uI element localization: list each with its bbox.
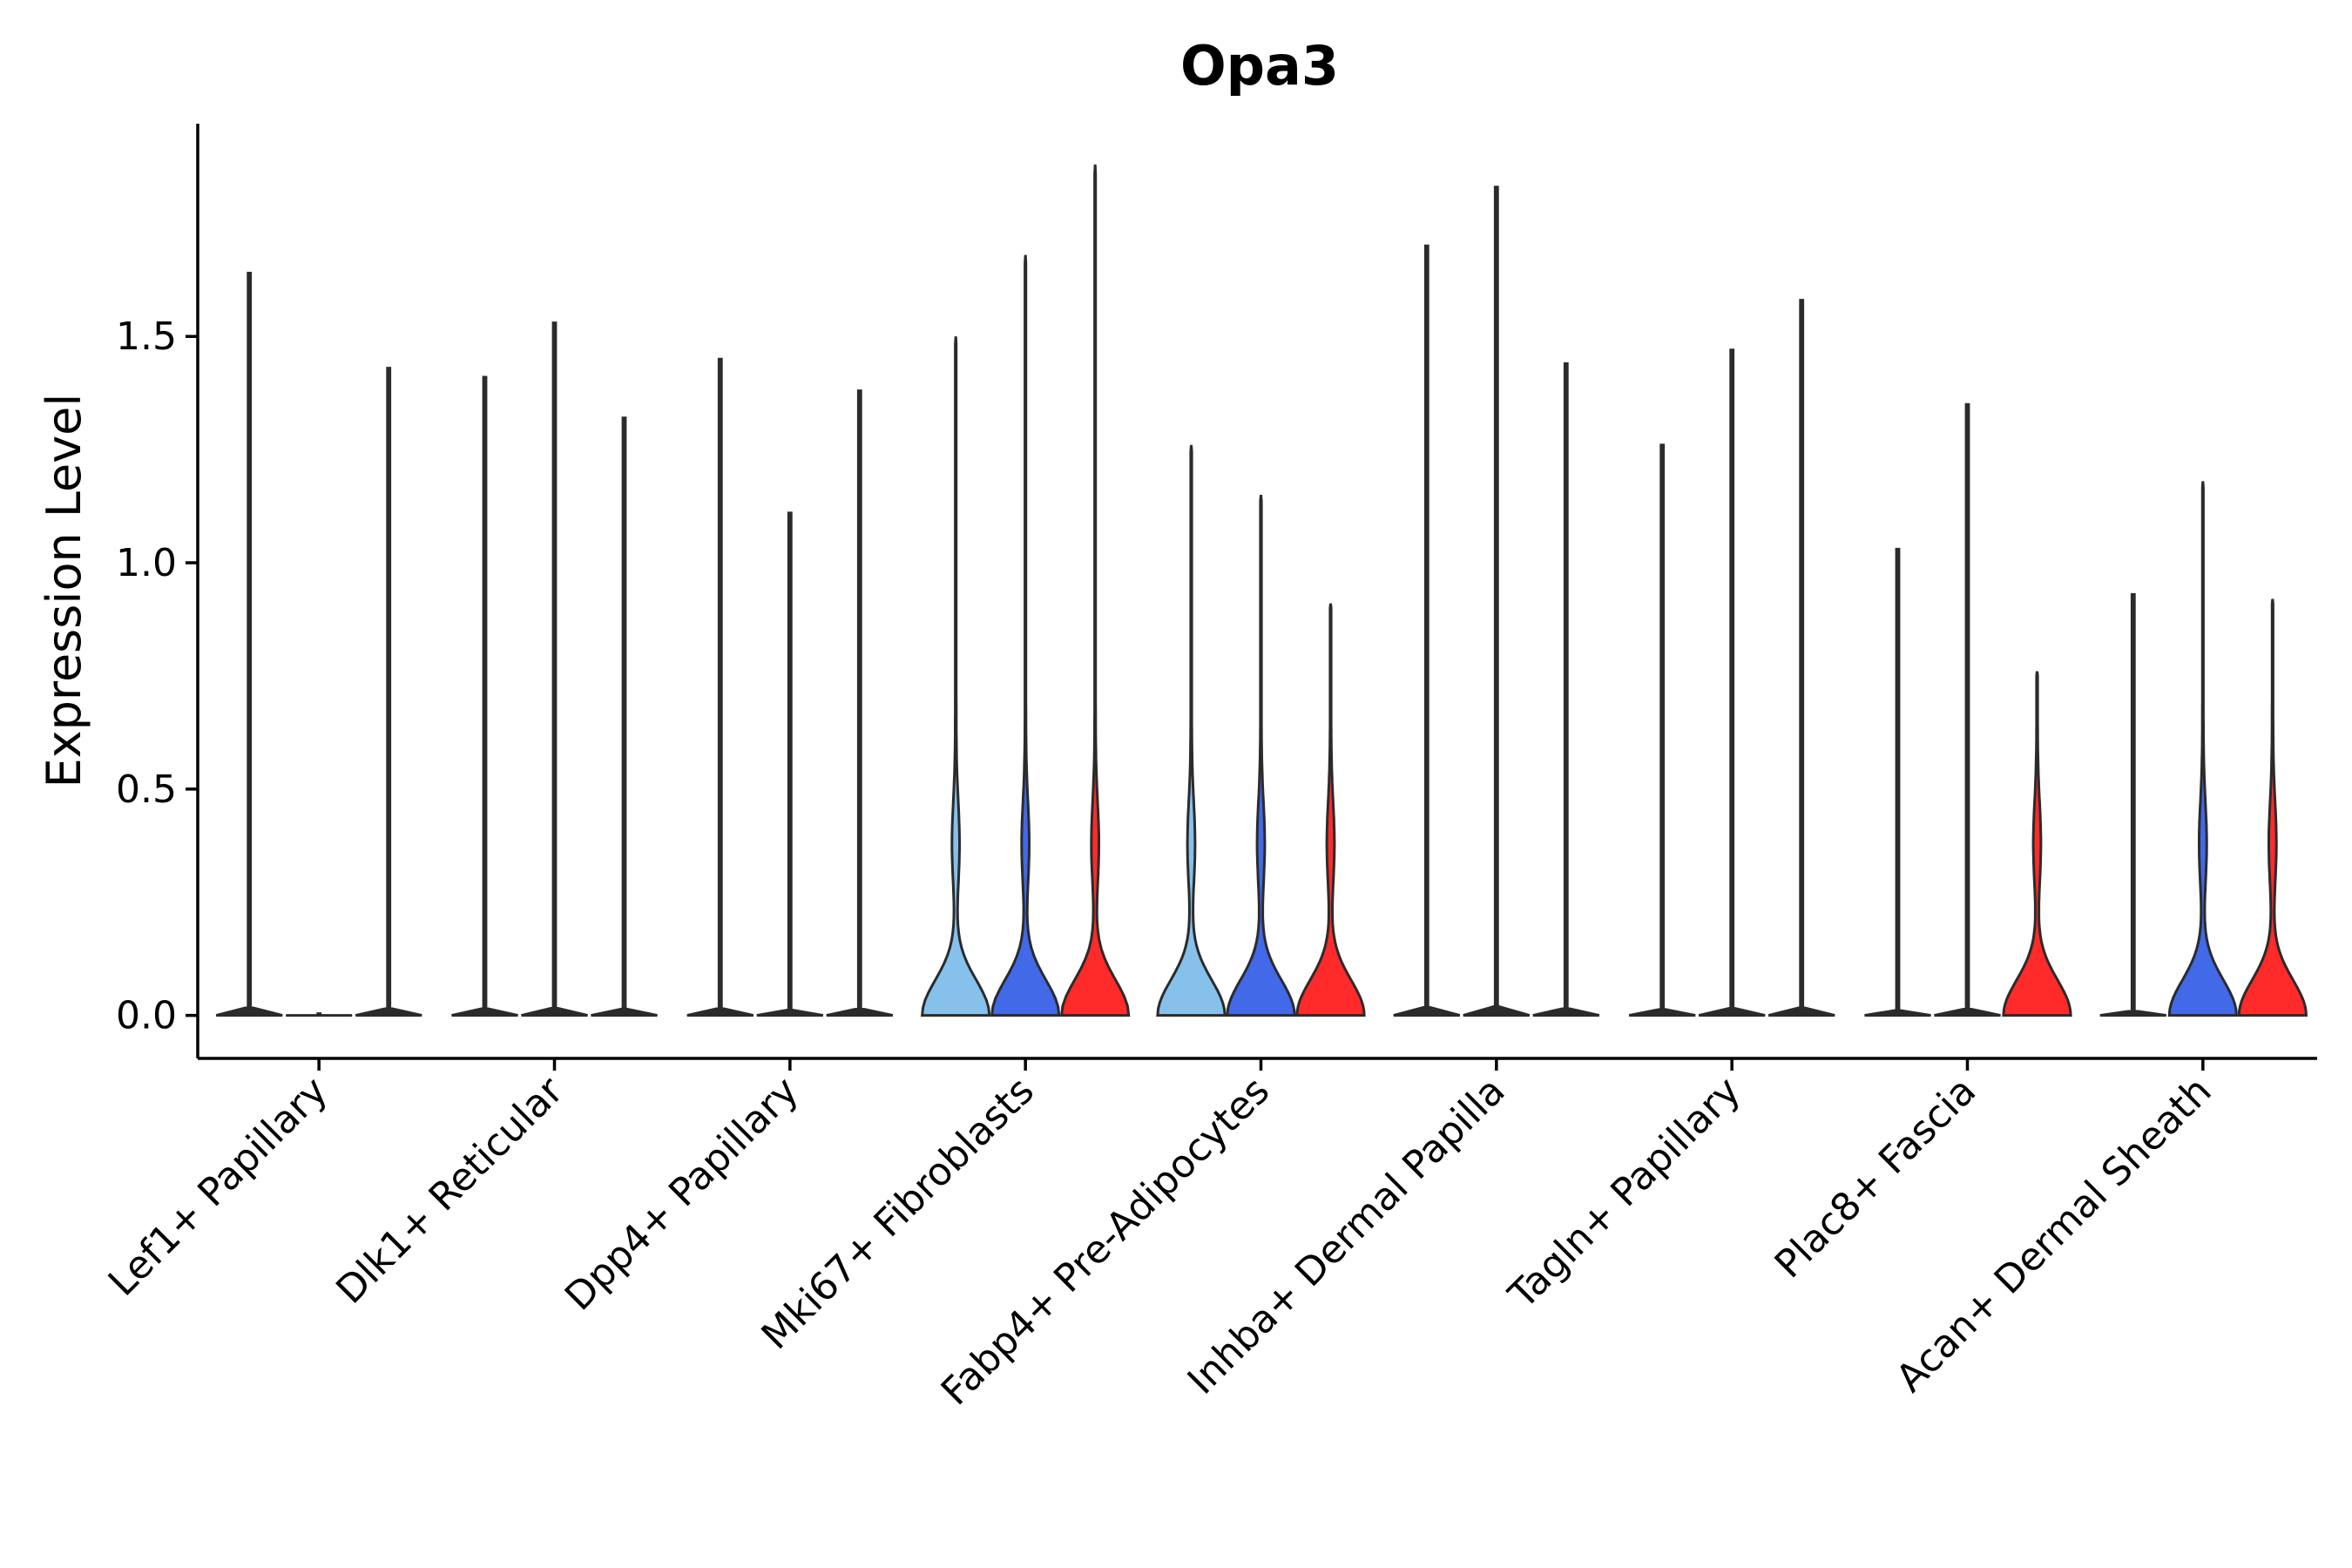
x-tick-label: Lef1+ Papillary xyxy=(100,1069,336,1305)
violin-2-group-1 xyxy=(451,375,518,1017)
violin-3-group-1 xyxy=(686,357,754,1017)
x-tick-label: Mki67+ Fibroblasts xyxy=(754,1069,1043,1358)
violin-1-group-2 xyxy=(286,1012,353,1017)
violin-3-group-2 xyxy=(756,511,824,1017)
x-tick-label: Plac8+ Fascia xyxy=(1767,1069,1985,1288)
violin-5-group-3 xyxy=(1295,603,1366,1017)
violin-4-group-2 xyxy=(990,254,1061,1017)
violin-7-group-2 xyxy=(1698,348,1766,1017)
violin-8-group-3 xyxy=(2002,671,2072,1017)
y-tick-label: 0.5 xyxy=(116,767,177,812)
violin-4-group-3 xyxy=(1059,164,1131,1017)
violins-group xyxy=(215,164,2308,1017)
violin-6-group-1 xyxy=(1393,244,1461,1017)
violin-1-group-1 xyxy=(215,272,283,1017)
violin-8-group-1 xyxy=(1864,547,1931,1017)
violin-1-group-3 xyxy=(355,367,422,1017)
violin-2-group-3 xyxy=(591,416,658,1017)
x-tick-label: Tagln+ Papillary xyxy=(1500,1069,1749,1318)
violin-8-group-2 xyxy=(1934,402,2001,1017)
x-tick-label: Dpp4+ Papillary xyxy=(557,1069,808,1320)
y-axis-label: Expression Level xyxy=(37,394,91,788)
violin-9-group-3 xyxy=(2237,598,2308,1017)
chart-title: Opa3 xyxy=(1180,34,1339,98)
y-tick-label: 1.5 xyxy=(116,314,177,359)
violin-4-group-1 xyxy=(920,336,991,1017)
violin-5-group-2 xyxy=(1226,494,1296,1017)
violin-9-group-2 xyxy=(2167,481,2239,1017)
violin-7-group-1 xyxy=(1628,443,1696,1017)
violin-6-group-3 xyxy=(1532,362,1600,1017)
x-tick-label: Dlk1+ Reticular xyxy=(328,1068,572,1313)
y-tick-label: 1.0 xyxy=(116,541,177,585)
violin-7-group-3 xyxy=(1767,299,1835,1017)
y-tick-label: 0.0 xyxy=(116,994,177,1038)
violin-6-group-2 xyxy=(1463,186,1531,1017)
violin-3-group-3 xyxy=(826,389,894,1017)
violin-2-group-2 xyxy=(521,321,588,1017)
violin-9-group-1 xyxy=(2099,592,2167,1017)
violin-5-group-1 xyxy=(1156,444,1227,1017)
